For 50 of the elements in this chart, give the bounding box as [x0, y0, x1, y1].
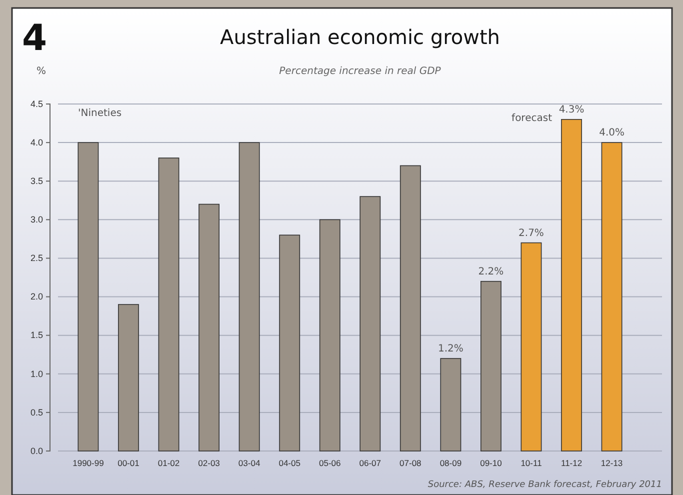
chart-subtitle: Percentage increase in real GDP	[279, 66, 442, 77]
bar	[238, 142, 260, 452]
y-tick-label: 2.0	[30, 292, 43, 302]
x-tick-label: 06-07	[359, 458, 382, 468]
y-tick-label: 4.0	[30, 137, 43, 148]
bar	[561, 119, 582, 452]
bar	[360, 196, 381, 452]
x-tick-label: 09-10	[480, 458, 502, 468]
bar	[520, 242, 542, 452]
bar	[601, 142, 622, 452]
y-tick-label: 1.5	[30, 330, 43, 340]
data-label: 1.2%	[438, 343, 464, 354]
chart-title: Australian economic growth	[220, 25, 500, 49]
x-tick-label: 08-09	[440, 458, 462, 468]
y-tick-label: 3.5	[30, 176, 43, 186]
data-label: 4.0%	[599, 128, 624, 139]
bar	[400, 165, 421, 452]
y-axis-title: %	[36, 66, 46, 77]
x-tick-label: 05-06	[318, 458, 341, 468]
x-tick-label: 1990-99	[72, 458, 104, 468]
x-tick-label: 04-05	[278, 458, 301, 468]
data-label: 2.7%	[518, 228, 544, 239]
x-tick-label: 00-01	[118, 458, 140, 468]
data-label: 4.3%	[558, 104, 584, 116]
x-tick-label: 10-11	[520, 458, 542, 468]
data-label: 2.2%	[478, 266, 504, 278]
bar	[118, 304, 139, 452]
x-tick-label: 01-02	[158, 458, 180, 468]
x-tick-label: 02-03	[198, 458, 220, 468]
y-tick-label: 2.5	[30, 253, 43, 264]
y-tick-label: 1.0	[30, 368, 43, 379]
y-tick-label: 3.0	[30, 214, 43, 225]
text: 4	[22, 18, 48, 59]
bar	[78, 142, 99, 452]
bar	[158, 158, 180, 452]
y-tick-label: 0.0	[30, 446, 43, 456]
annotation: 'Nineties	[78, 108, 122, 119]
x-tick-label: 11-12	[560, 458, 582, 468]
y-tick-label: 0.5	[30, 407, 43, 418]
x-tick-label: 03-04	[238, 458, 260, 468]
bar	[279, 234, 300, 452]
bar	[319, 219, 340, 452]
bar	[198, 204, 220, 452]
bar	[440, 358, 462, 452]
x-tick-label: 07-08	[400, 458, 422, 468]
annotation: forecast	[512, 113, 552, 124]
bar	[480, 280, 502, 452]
y-tick-label: 4.5	[30, 98, 43, 109]
source-note: Source: ABS, Reserve Bank forecast, February 2011	[428, 480, 662, 490]
x-tick-label: 12-13	[600, 458, 623, 468]
